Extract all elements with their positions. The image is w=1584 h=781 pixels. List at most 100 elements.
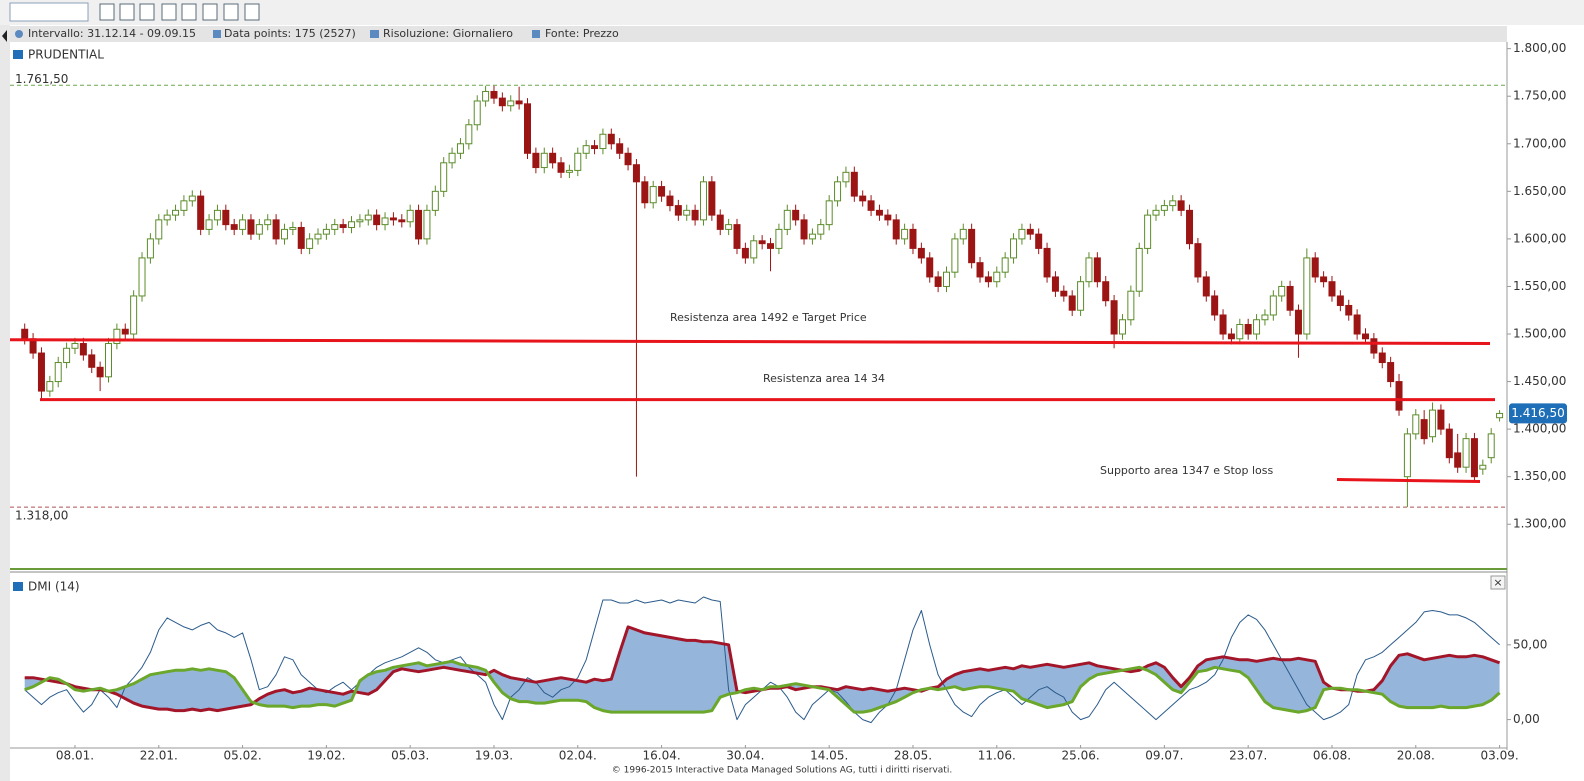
candle-body	[46, 381, 54, 392]
candle-body	[1437, 409, 1445, 430]
candle-body	[431, 190, 439, 211]
candle-body	[389, 217, 397, 221]
icon[interactable]	[202, 3, 218, 21]
candle-body	[599, 133, 607, 150]
price-title: PRUDENTIAL	[28, 48, 104, 62]
candle-body	[381, 217, 389, 226]
candle-body	[741, 247, 749, 259]
candle-body	[1269, 295, 1277, 316]
x-tick-label: 08.01.	[56, 749, 94, 763]
candle-body	[1261, 314, 1269, 321]
candle-body	[1328, 281, 1336, 297]
candle-body	[213, 209, 221, 221]
candle-body	[1194, 243, 1202, 278]
candle-body	[130, 295, 138, 335]
candle-body	[280, 228, 288, 240]
candle-body	[1093, 257, 1101, 283]
candle-body	[783, 209, 791, 230]
candle-body	[1429, 409, 1437, 438]
candle-body	[758, 240, 766, 245]
candle-body	[591, 145, 599, 150]
candle-body	[557, 162, 565, 173]
candle-body	[1060, 290, 1068, 297]
candle-body	[674, 205, 682, 216]
toolbar	[0, 0, 1584, 25]
candle-body	[1353, 314, 1361, 335]
info-source: Fonte: Prezzo	[545, 27, 619, 40]
candle-body	[884, 214, 892, 221]
toolbar-icons	[99, 3, 260, 21]
candle-body	[1496, 412, 1504, 419]
x-tick-label: 20.08.	[1397, 749, 1435, 763]
candle-body	[1412, 414, 1420, 435]
candle-body	[524, 103, 531, 154]
high-line-label: 1.761,50	[15, 72, 68, 86]
candle-body	[247, 219, 255, 235]
annotation-text: Resistenza area 1492 e Target Price	[670, 311, 867, 324]
candle-body	[1336, 295, 1344, 306]
candle-body	[314, 233, 322, 240]
candle-body	[54, 362, 62, 383]
candle-body	[549, 152, 557, 164]
x-tick-label: 30.04.	[726, 749, 764, 763]
candle-body	[616, 143, 624, 154]
x-tick-label: 19.03.	[475, 749, 513, 763]
close-icon[interactable]: ×	[1493, 576, 1502, 589]
candle-body	[607, 133, 615, 145]
candle-body	[331, 224, 339, 230]
candle-body	[96, 366, 104, 378]
dmi-line	[24, 659, 1501, 714]
candle-body	[993, 271, 1001, 283]
candle-body	[1077, 281, 1085, 311]
y-tick-label: 1.450,00	[1513, 374, 1566, 388]
candle-body	[498, 97, 506, 107]
candle-body	[1043, 247, 1051, 278]
candle-body	[1462, 438, 1470, 468]
candle-body	[909, 228, 917, 249]
icon[interactable]	[119, 3, 135, 21]
candle-body	[1378, 352, 1386, 364]
candle-body	[808, 233, 816, 240]
candle-body	[364, 214, 372, 221]
candle-body	[1085, 257, 1093, 283]
candle-body	[817, 224, 825, 235]
candle-body	[842, 171, 850, 183]
candle-body	[867, 200, 875, 211]
candle-body	[482, 90, 490, 102]
x-tick-label: 02.04.	[559, 749, 597, 763]
candle-body	[155, 219, 163, 240]
candle-body	[641, 181, 649, 204]
candle-body	[875, 209, 883, 216]
icon[interactable]	[139, 3, 155, 21]
candle-body	[565, 169, 573, 173]
candle-body	[1026, 228, 1034, 235]
collapse-arrow[interactable]	[2, 30, 7, 42]
candle-body	[666, 195, 674, 207]
close-button[interactable]	[1490, 575, 1506, 590]
dmi-title: DMI (14)	[28, 580, 80, 594]
left-strip	[0, 25, 10, 781]
candle-body	[901, 228, 909, 240]
candle-body	[264, 219, 272, 226]
candle-body	[21, 328, 29, 340]
candle-body	[356, 219, 364, 223]
candle-body	[1479, 464, 1487, 470]
info-icon	[370, 30, 379, 38]
icon[interactable]	[181, 3, 197, 21]
candle-body	[1487, 433, 1495, 459]
icon[interactable]	[99, 3, 115, 21]
icon[interactable]	[223, 3, 239, 21]
search-input[interactable]	[9, 2, 89, 22]
icon[interactable]	[244, 3, 260, 21]
y-tick-label: 1.500,00	[1513, 327, 1566, 341]
candle-body	[632, 164, 640, 183]
y-tick-label: 1.650,00	[1513, 184, 1566, 198]
icon[interactable]	[161, 3, 177, 21]
candle-body	[1286, 285, 1294, 311]
candle-body	[850, 171, 858, 197]
x-tick-label: 03.09.	[1480, 749, 1518, 763]
candle-body	[574, 152, 582, 171]
y-tick-label: 1.550,00	[1513, 279, 1566, 293]
candle-body	[1169, 200, 1177, 207]
